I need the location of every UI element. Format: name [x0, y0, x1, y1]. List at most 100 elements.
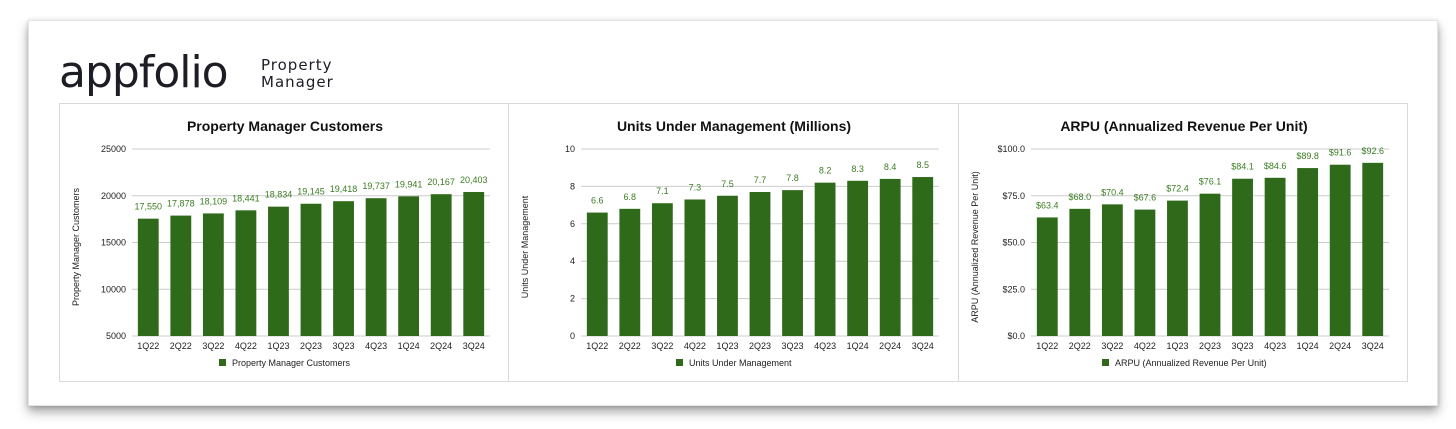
x-tick-label: 3Q23 — [333, 341, 355, 351]
x-tick-label: 4Q23 — [365, 341, 387, 351]
bar — [170, 215, 192, 336]
y-tick-label: 10000 — [101, 284, 126, 294]
y-tick-label: 8 — [570, 181, 575, 191]
y-tick-label: $0.0 — [1007, 331, 1025, 341]
y-tick-label: $75.0 — [1002, 191, 1025, 201]
arpu-chart: ARPU (Annualized Revenue Per Unit) ARPU … — [970, 118, 1389, 368]
bar — [430, 194, 452, 336]
customers-chart-panel: Property Manager Customers Property Mana… — [60, 104, 508, 381]
data-label: 19,418 — [330, 184, 358, 194]
x-tick-label: 3Q22 — [1101, 341, 1123, 351]
x-tick-label: 2Q22 — [1068, 341, 1090, 351]
y-tick-label: 10 — [565, 144, 575, 154]
bar — [1166, 200, 1188, 336]
data-label: $68.0 — [1068, 192, 1091, 202]
x-tick-label: 3Q24 — [912, 341, 934, 351]
x-tick-label: 3Q22 — [652, 341, 674, 351]
x-tick-label: 1Q22 — [587, 341, 609, 351]
data-label: 8.3 — [852, 164, 865, 174]
legend-label: Property Manager Customers — [232, 358, 351, 368]
y-tick-label: $25.0 — [1002, 284, 1025, 294]
x-tick-label: 2Q23 — [749, 341, 771, 351]
x-tick-label: 3Q22 — [202, 341, 224, 351]
bar — [1036, 217, 1058, 336]
y-tick-label: $100.0 — [997, 144, 1025, 154]
chart-title: Property Manager Customers — [187, 118, 383, 134]
x-tick-label: 2Q23 — [300, 341, 322, 351]
bar — [587, 212, 609, 336]
legend-swatch — [1101, 359, 1109, 366]
bar — [333, 201, 354, 336]
data-label: 7.1 — [656, 186, 669, 196]
x-tick-label: 1Q24 — [847, 341, 869, 351]
bar — [717, 195, 739, 336]
x-tick-label: 3Q24 — [463, 341, 485, 351]
logo-subtitle-line1: Property — [261, 56, 333, 74]
charts-row: Property Manager Customers Property Mana… — [59, 103, 1408, 382]
legend-label: ARPU (Annualized Revenue Per Unit) — [1115, 358, 1267, 368]
x-tick-label: 1Q23 — [267, 341, 289, 351]
customers-chart: Property Manager Customers Property Mana… — [71, 118, 490, 368]
bar — [652, 203, 674, 336]
x-tick-label: 4Q22 — [684, 341, 706, 351]
data-label: 6.6 — [591, 196, 604, 206]
bar — [880, 178, 901, 336]
y-axis-label: Property Manager Customers — [71, 187, 81, 306]
bar — [912, 177, 934, 336]
y-axis-label: ARPU (Annualized Revenue Per Unit) — [970, 171, 980, 323]
y-tick-label: 20000 — [101, 191, 126, 201]
bar — [1069, 208, 1090, 336]
arpu-chart-panel: ARPU (Annualized Revenue Per Unit) ARPU … — [957, 104, 1407, 381]
data-label: $91.6 — [1329, 148, 1352, 158]
y-tick-label: $50.0 — [1002, 238, 1025, 248]
data-label: 19,737 — [362, 181, 390, 191]
bar — [300, 203, 322, 336]
x-tick-label: 3Q24 — [1361, 341, 1383, 351]
y-tick-label: 0 — [570, 331, 575, 341]
bar — [782, 190, 804, 336]
bar — [1101, 204, 1123, 336]
x-tick-label: 2Q24 — [879, 341, 901, 351]
logo-subtitle-line2: Manager — [261, 73, 334, 91]
data-label: $92.6 — [1361, 146, 1384, 156]
y-tick-label: 15000 — [101, 238, 126, 248]
data-label: 7.7 — [754, 175, 767, 185]
x-tick-label: 1Q24 — [1296, 341, 1318, 351]
x-tick-label: 2Q22 — [619, 341, 641, 351]
x-tick-label: 4Q23 — [814, 341, 836, 351]
data-label: 18,834 — [265, 190, 293, 200]
x-tick-label: 1Q22 — [137, 341, 159, 351]
x-tick-label: 2Q24 — [1329, 341, 1351, 351]
bar — [137, 218, 159, 336]
bar — [235, 210, 257, 336]
data-label: 18,441 — [232, 193, 260, 203]
bar — [1231, 178, 1253, 336]
logo-subtitle: Property Manager — [261, 57, 334, 91]
data-label: 17,550 — [135, 202, 163, 212]
x-tick-label: 4Q22 — [1134, 341, 1156, 351]
y-tick-label: 6 — [570, 219, 575, 229]
data-label: 18,109 — [200, 196, 228, 206]
data-label: 19,145 — [297, 187, 325, 197]
data-label: $84.6 — [1263, 161, 1286, 171]
bar — [1329, 164, 1351, 336]
data-label: $72.4 — [1166, 184, 1189, 194]
data-label: 17,878 — [167, 199, 195, 209]
data-label: 20,403 — [460, 175, 488, 185]
x-tick-label: 1Q24 — [398, 341, 420, 351]
units-chart-panel: Units Under Management (Millions) Units … — [508, 104, 957, 381]
data-label: 8.4 — [884, 162, 897, 172]
chart-title: Units Under Management (Millions) — [617, 118, 851, 134]
bar — [268, 206, 289, 336]
bar — [398, 196, 420, 336]
x-tick-label: 4Q23 — [1264, 341, 1286, 351]
y-tick-label: 2 — [570, 294, 575, 304]
data-label: 7.5 — [722, 179, 735, 189]
legend-swatch — [676, 359, 684, 366]
y-tick-label: 5000 — [106, 331, 126, 341]
bar — [684, 199, 706, 336]
x-tick-label: 3Q23 — [1231, 341, 1253, 351]
bar — [619, 208, 641, 336]
bar — [815, 182, 836, 336]
data-label: $67.6 — [1133, 193, 1156, 203]
